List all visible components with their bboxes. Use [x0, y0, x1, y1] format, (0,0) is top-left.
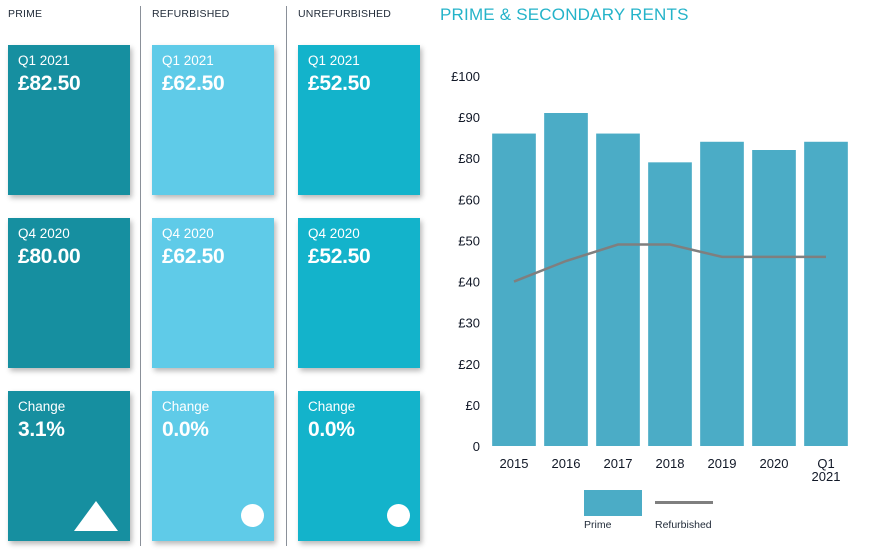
card-label: Q1 2021: [162, 53, 214, 68]
x-tick-label: 2018: [656, 456, 685, 471]
column-header-prime: PRIME: [8, 8, 43, 20]
card-label: Change: [308, 399, 356, 414]
card-label: Q4 2020: [18, 226, 70, 241]
card-value: £82.50: [18, 72, 81, 95]
rents-chart: 0 £0 £20 £30 £40 £50 £60 £80 £90 £100 2015 2016 2017…: [451, 69, 848, 484]
refurbished-q4-card: Q4 2020 £62.50: [152, 218, 274, 368]
legend-prime-swatch: [584, 490, 642, 516]
y-tick-label: £60: [458, 192, 480, 207]
line-refurbished: [513, 243, 826, 283]
x-tick-label: 2015: [500, 456, 529, 471]
x-tick-label: Q1 2021: [812, 456, 841, 484]
card-label: Q1 2021: [308, 53, 360, 68]
circle-icon: [241, 504, 264, 527]
circle-icon: [387, 504, 410, 527]
unrefurbished-q1-card: Q1 2021 £52.50: [298, 45, 420, 195]
unrefurbished-q4-card: Q4 2020 £52.50: [298, 218, 420, 368]
column-header-unrefurbished: UNREFURBISHED: [298, 8, 392, 20]
bar-prime-2016: [544, 113, 588, 446]
card-value: £62.50: [162, 245, 225, 268]
y-tick-label: £40: [458, 275, 480, 290]
column-divider: [140, 6, 141, 546]
card-label: Change: [18, 399, 66, 414]
legend-prime-label: Prime: [584, 519, 612, 531]
y-tick-label: £30: [458, 316, 480, 331]
card-value: 3.1%: [18, 418, 65, 441]
y-tick-label: £100: [451, 69, 480, 84]
legend-refurbished-line: [655, 501, 713, 504]
x-tick-label: 2017: [604, 456, 633, 471]
y-tick-label: 0: [473, 439, 480, 454]
bar-prime-2015: [492, 133, 536, 447]
bar-prime-2018: [648, 162, 692, 446]
card-label: Q4 2020: [308, 226, 360, 241]
column-divider: [286, 6, 287, 546]
card-value: 0.0%: [308, 418, 355, 441]
card-value: £52.50: [308, 72, 371, 95]
column-header-refurbished: REFURBISHED: [152, 8, 230, 20]
card-value: 0.0%: [162, 418, 209, 441]
y-tick-label: £50: [458, 233, 480, 248]
card-value: £80.00: [18, 245, 81, 268]
card-label: Change: [162, 399, 210, 414]
refurbished-change-card: Change 0.0%: [152, 391, 274, 541]
card-label: Q1 2021: [18, 53, 70, 68]
prime-q4-card: Q4 2020 £80.00: [8, 218, 130, 368]
prime-q1-card: Q1 2021 £82.50: [8, 45, 130, 195]
card-value: £62.50: [162, 72, 225, 95]
y-tick-label: £0: [466, 398, 480, 413]
y-tick-label: £90: [458, 110, 480, 125]
y-tick-label: £20: [458, 357, 480, 372]
bar-prime-q1-2021: [804, 141, 848, 446]
bar-prime-2019: [700, 141, 744, 446]
x-tick-label: 2016: [552, 456, 581, 471]
y-tick-label: £80: [458, 151, 480, 166]
x-tick-label: 2019: [708, 456, 737, 471]
card-label: Q4 2020: [162, 226, 214, 241]
x-tick-label: 2020: [760, 456, 789, 471]
triangle-up-icon: [74, 501, 118, 531]
refurbished-q1-card: Q1 2021 £62.50: [152, 45, 274, 195]
legend-refurbished-label: Refurbished: [655, 519, 712, 531]
unrefurbished-change-card: Change 0.0%: [298, 391, 420, 541]
card-value: £52.50: [308, 245, 371, 268]
bar-prime-2017: [596, 133, 640, 447]
prime-change-card: Change 3.1%: [8, 391, 130, 541]
bar-prime-2020: [752, 150, 796, 446]
chart-title: PRIME & SECONDARY RENTS: [440, 5, 689, 24]
